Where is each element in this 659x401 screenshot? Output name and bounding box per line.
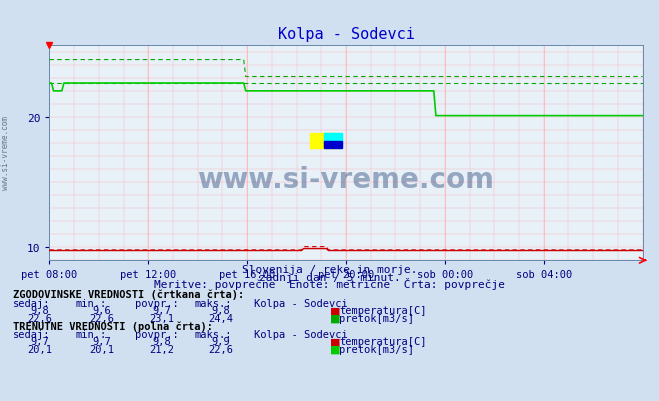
Bar — [324, 142, 343, 149]
Text: ZGODOVINSKE VREDNOSTI (črtkana črta):: ZGODOVINSKE VREDNOSTI (črtkana črta): — [13, 289, 244, 300]
Text: Kolpa - Sodevci: Kolpa - Sodevci — [254, 329, 347, 339]
Text: min.:: min.: — [76, 298, 107, 308]
Text: maks.:: maks.: — [194, 329, 232, 339]
Text: TRENUTNE VREDNOSTI (polna črta):: TRENUTNE VREDNOSTI (polna črta): — [13, 320, 213, 331]
Text: 20,1: 20,1 — [90, 344, 115, 354]
Title: Kolpa - Sodevci: Kolpa - Sodevci — [277, 27, 415, 42]
Text: zadnji dan / 5 minut.: zadnji dan / 5 minut. — [258, 272, 401, 282]
Text: Slovenija / reke in morje.: Slovenija / reke in morje. — [242, 265, 417, 275]
Text: 21,2: 21,2 — [149, 344, 174, 354]
Text: maks.:: maks.: — [194, 298, 232, 308]
Text: Meritve: povprečne  Enote: metrične  Črta: povprečje: Meritve: povprečne Enote: metrične Črta:… — [154, 277, 505, 289]
Text: Kolpa - Sodevci: Kolpa - Sodevci — [254, 298, 347, 308]
Text: temperatura[C]: temperatura[C] — [339, 336, 427, 346]
Text: povpr.:: povpr.: — [135, 329, 179, 339]
Text: ■: ■ — [330, 344, 340, 354]
Text: ■: ■ — [330, 313, 340, 323]
Text: ■: ■ — [330, 306, 340, 316]
Text: 9,6: 9,6 — [93, 306, 111, 316]
Text: sedaj:: sedaj: — [13, 298, 51, 308]
Text: pretok[m3/s]: pretok[m3/s] — [339, 344, 415, 354]
Text: povpr.:: povpr.: — [135, 298, 179, 308]
Text: 22,6: 22,6 — [90, 313, 115, 323]
Text: 9,8: 9,8 — [30, 306, 49, 316]
Text: 22,6: 22,6 — [208, 344, 233, 354]
Text: 24,4: 24,4 — [208, 313, 233, 323]
Text: 9,7: 9,7 — [30, 336, 49, 346]
Text: 22,6: 22,6 — [27, 313, 52, 323]
Text: www.si-vreme.com: www.si-vreme.com — [1, 115, 10, 189]
Text: www.si-vreme.com: www.si-vreme.com — [198, 165, 494, 193]
Bar — [310, 134, 337, 149]
Text: 23,1: 23,1 — [149, 313, 174, 323]
Text: pretok[m3/s]: pretok[m3/s] — [339, 313, 415, 323]
Text: ■: ■ — [330, 336, 340, 346]
Text: temperatura[C]: temperatura[C] — [339, 306, 427, 316]
Text: 9,9: 9,9 — [212, 336, 230, 346]
Text: 20,1: 20,1 — [27, 344, 52, 354]
Bar — [324, 134, 343, 144]
Text: min.:: min.: — [76, 329, 107, 339]
Text: 9,7: 9,7 — [152, 306, 171, 316]
Text: 9,8: 9,8 — [152, 336, 171, 346]
Text: 9,7: 9,7 — [93, 336, 111, 346]
Text: 9,8: 9,8 — [212, 306, 230, 316]
Text: sedaj:: sedaj: — [13, 329, 51, 339]
